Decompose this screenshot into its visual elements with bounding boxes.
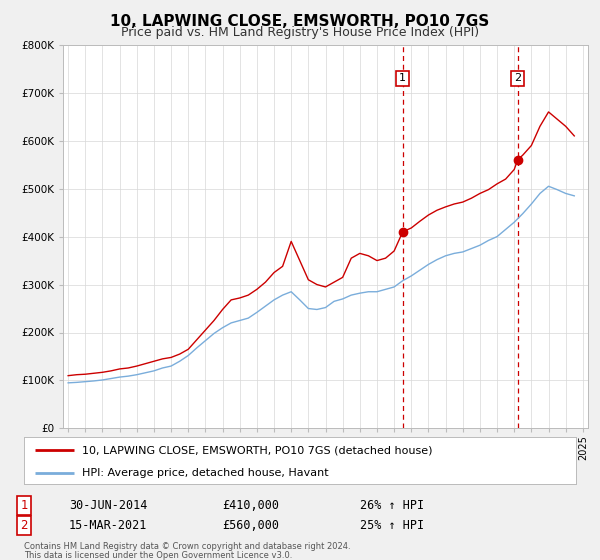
Text: £410,000: £410,000: [222, 499, 279, 512]
Text: 26% ↑ HPI: 26% ↑ HPI: [360, 499, 424, 512]
Text: 2: 2: [20, 519, 28, 532]
Text: 15-MAR-2021: 15-MAR-2021: [69, 519, 148, 532]
Text: 1: 1: [399, 73, 406, 83]
Text: £560,000: £560,000: [222, 519, 279, 532]
Text: 1: 1: [20, 499, 28, 512]
Text: 2: 2: [514, 73, 521, 83]
Text: This data is licensed under the Open Government Licence v3.0.: This data is licensed under the Open Gov…: [24, 551, 292, 560]
Text: Contains HM Land Registry data © Crown copyright and database right 2024.: Contains HM Land Registry data © Crown c…: [24, 542, 350, 550]
Text: 10, LAPWING CLOSE, EMSWORTH, PO10 7GS: 10, LAPWING CLOSE, EMSWORTH, PO10 7GS: [110, 14, 490, 29]
Text: HPI: Average price, detached house, Havant: HPI: Average price, detached house, Hava…: [82, 468, 329, 478]
Text: 25% ↑ HPI: 25% ↑ HPI: [360, 519, 424, 532]
Text: 10, LAPWING CLOSE, EMSWORTH, PO10 7GS (detached house): 10, LAPWING CLOSE, EMSWORTH, PO10 7GS (d…: [82, 445, 433, 455]
Text: 30-JUN-2014: 30-JUN-2014: [69, 499, 148, 512]
Text: Price paid vs. HM Land Registry's House Price Index (HPI): Price paid vs. HM Land Registry's House …: [121, 26, 479, 39]
